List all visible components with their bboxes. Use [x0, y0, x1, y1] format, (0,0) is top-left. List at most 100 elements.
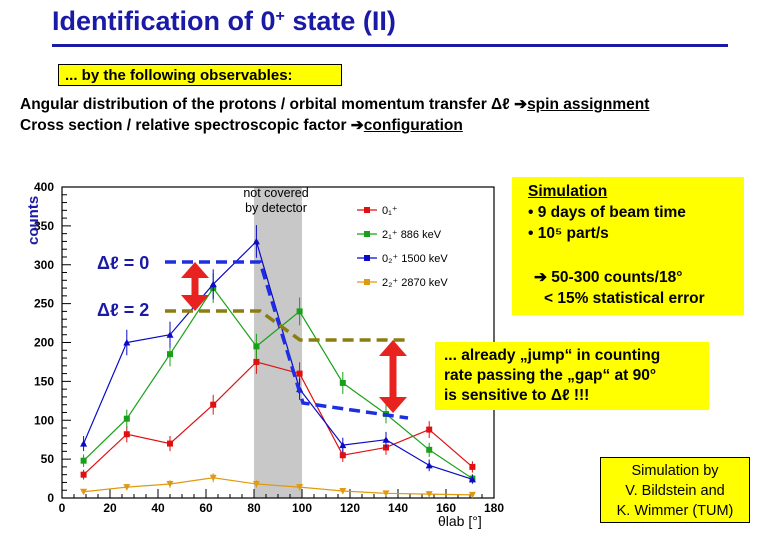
data-point: [80, 440, 88, 447]
not-covered-label: not covered by detector: [243, 186, 309, 215]
annotation-dashed-line: [165, 260, 409, 420]
data-point: [80, 457, 87, 464]
data-point: [252, 237, 260, 245]
x-tick-label: 120: [340, 501, 360, 515]
observable-line-2: Cross section / relative spectroscopic f…: [20, 117, 463, 134]
data-point: [469, 463, 476, 470]
data-point: [123, 484, 131, 491]
double-arrow-head: [379, 397, 407, 413]
annotation-dashed-line: [165, 309, 408, 342]
double-arrow-head: [181, 262, 209, 278]
data-point: [166, 481, 174, 488]
jump-note-line: ... already „jump“ in counting: [444, 347, 661, 364]
data-point: [209, 474, 217, 482]
observables-box: ... by the following observables:: [58, 64, 342, 86]
x-tick-label: 60: [199, 501, 213, 515]
data-point: [253, 343, 260, 350]
data-point: [252, 481, 260, 488]
simulation-heading: Simulation: [528, 183, 608, 200]
y-tick-label: 250: [34, 297, 54, 311]
legend-label: 2₁⁺ 886 keV: [382, 229, 442, 241]
data-point: [123, 431, 130, 438]
data-point: [468, 475, 476, 483]
x-tick-label: 160: [436, 501, 456, 515]
data-point: [426, 446, 433, 453]
page-title: Identification of 0+ state (II): [52, 6, 396, 36]
data-point: [425, 491, 433, 498]
legend-label: 0₁⁺: [382, 205, 398, 217]
x-tick-label: 180: [484, 501, 504, 515]
y-tick-label: 350: [34, 219, 54, 233]
data-point: [426, 426, 433, 433]
data-point: [296, 308, 303, 315]
jump-note-box: ... already „jump“ in counting rate pass…: [435, 342, 709, 410]
data-point: [253, 358, 260, 365]
series-line: [83, 287, 473, 480]
right-arrow-icon: ➔: [350, 117, 364, 134]
y-tick-label: 100: [34, 413, 54, 427]
counts-result: ➔ 50-300 counts/18°: [534, 269, 683, 286]
jump-note-line: is sensitive to Δℓ !!!: [444, 387, 590, 404]
jump-note-line: rate passing the „gap“ at 90°: [444, 367, 657, 384]
y-axis-label: counts: [25, 196, 42, 245]
y-tick-label: 50: [41, 452, 55, 466]
x-axis-label: θlab [°]: [438, 513, 482, 529]
data-point: [296, 484, 304, 491]
x-tick-label: 100: [292, 501, 312, 515]
title-underline: [52, 44, 728, 47]
x-tick-label: 40: [151, 501, 165, 515]
y-tick-label: 300: [34, 258, 54, 272]
x-tick-label: 0: [59, 501, 66, 515]
legend-marker: [364, 231, 370, 237]
double-arrow-head: [379, 340, 407, 356]
spin-assignment-link: spin assignment: [527, 96, 650, 113]
legend-marker: [364, 255, 370, 261]
delta-l-0-label: Δℓ = 0: [97, 253, 150, 273]
data-point: [123, 339, 131, 346]
credit-line: V. Bildstein and: [625, 483, 725, 499]
legend-marker: [364, 279, 370, 285]
x-tick-label: 20: [103, 501, 117, 515]
credit-line: K. Wimmer (TUM): [616, 503, 734, 519]
configuration-link: configuration: [363, 117, 463, 134]
y-tick-label: 200: [34, 336, 54, 350]
data-point: [166, 331, 174, 338]
x-tick-label: 80: [247, 501, 261, 515]
series-line: [83, 240, 473, 480]
legend-marker: [364, 207, 370, 213]
data-point: [382, 436, 390, 443]
y-tick-label: 150: [34, 374, 54, 388]
data-point: [339, 441, 347, 449]
credit-box: Simulation by V. Bildstein and K. Wimmer…: [600, 457, 750, 523]
error-result: < 15% statistical error: [544, 290, 705, 307]
double-arrow-head: [181, 295, 209, 311]
data-point: [339, 488, 347, 495]
simulation-box: Simulation • 9 days of beam time • 10⁵ p…: [512, 177, 744, 315]
observable-line-1: Angular distribution of the protons / or…: [20, 96, 650, 113]
data-point: [209, 280, 217, 288]
right-arrow-icon: ➔: [514, 96, 528, 113]
data-point: [339, 452, 346, 459]
data-point: [80, 488, 88, 496]
bullet-beam-time: • 9 days of beam time: [528, 204, 686, 221]
data-point: [382, 490, 390, 497]
y-tick-label: 0: [47, 491, 54, 505]
data-point: [167, 440, 173, 447]
series-line: [83, 361, 473, 476]
data-point: [468, 491, 476, 499]
data-point: [425, 461, 433, 469]
credit-line: Simulation by: [631, 463, 719, 479]
x-tick-label: 140: [388, 501, 408, 515]
data-point: [339, 379, 346, 386]
bullet-intensity: • 10⁵ part/s: [528, 225, 609, 242]
data-point: [167, 351, 173, 358]
data-point: [123, 415, 130, 422]
delta-l-2-label: Δℓ = 2: [97, 300, 150, 320]
series-line: [83, 477, 473, 496]
legend-label: 2₂⁺ 2870 keV: [382, 277, 448, 289]
data-point: [296, 370, 303, 377]
y-tick-label: 400: [34, 180, 54, 194]
legend-label: 0₂⁺ 1500 keV: [382, 253, 448, 265]
data-point: [210, 401, 217, 408]
